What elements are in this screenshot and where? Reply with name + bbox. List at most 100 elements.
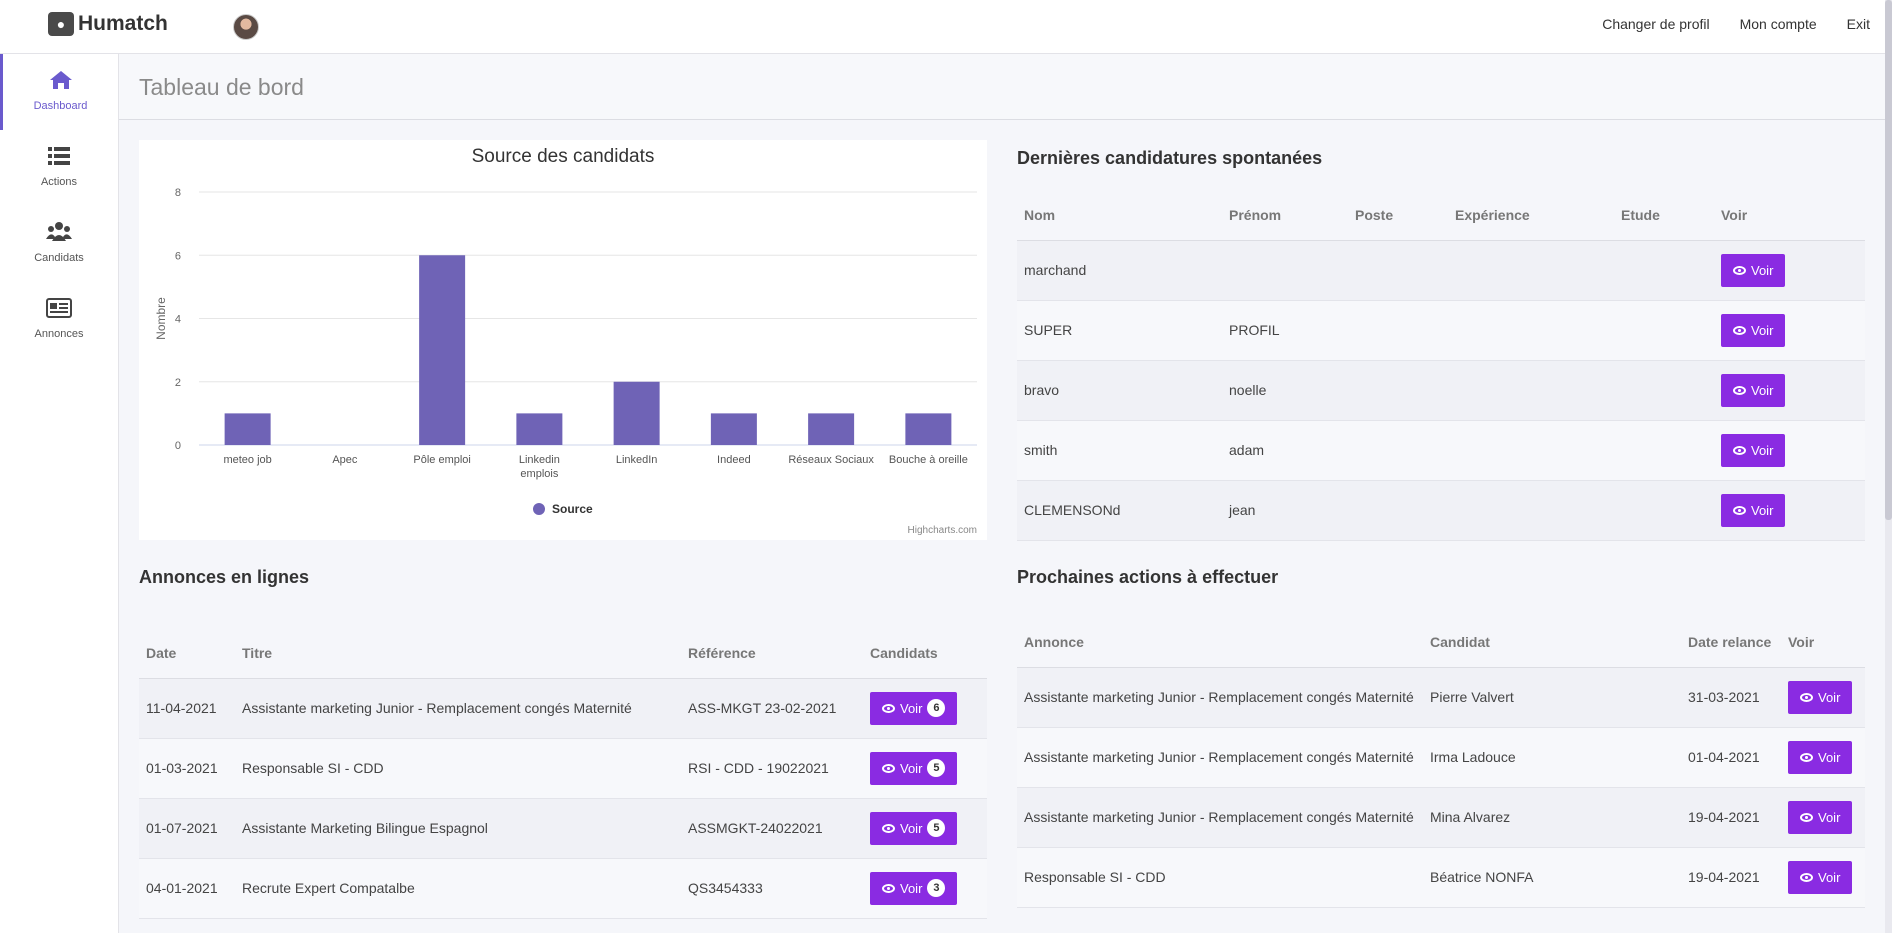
eye-icon <box>882 883 895 893</box>
chart-bar[interactable] <box>808 413 855 445</box>
cell-titre: Recrute Expert Compatalbe <box>235 858 681 919</box>
view-button[interactable]: Voir <box>1721 433 1786 467</box>
view-button-label: Voir <box>1818 869 1841 885</box>
col-date-relance[interactable]: Date relance <box>1681 617 1781 668</box>
chart-bar[interactable] <box>710 413 757 445</box>
ads-table: Date Titre Référence Candidats 11-04-202… <box>139 628 987 919</box>
cell-etude <box>1614 240 1714 301</box>
view-button[interactable]: Voir 5 <box>870 811 958 845</box>
eye-icon <box>882 763 895 773</box>
cell-candidat: Pierre Valvert <box>1423 667 1681 728</box>
cell-annonce: Assistante marketing Junior - Remplaceme… <box>1017 667 1423 728</box>
col-voir: Voir <box>1714 190 1865 241</box>
col-annonce[interactable]: Annonce <box>1017 617 1423 668</box>
view-button[interactable]: Voir <box>1721 313 1786 347</box>
cell-voir: Voir <box>1781 727 1865 788</box>
sidebar-item-actions[interactable]: Actions <box>0 130 118 206</box>
view-button[interactable]: Voir <box>1721 493 1786 527</box>
cell-reference: QS3454333 <box>681 858 863 919</box>
legend-marker[interactable] <box>533 503 545 515</box>
chart-bar[interactable] <box>905 413 952 445</box>
cell-reference: ASS-MKGT 23-02-2021 <box>681 678 863 739</box>
cell-nom: CLEMENSONd <box>1017 480 1222 541</box>
legend-label[interactable]: Source <box>552 502 593 516</box>
spontaneous-title: Dernières candidatures spontanées <box>1017 148 1323 168</box>
view-button-label: Voir <box>1751 502 1774 518</box>
ads-title: Annonces en lignes <box>139 567 310 587</box>
chart-credit[interactable]: Highcharts.com <box>907 525 977 536</box>
view-button[interactable]: Voir 3 <box>870 871 958 905</box>
eye-icon <box>1800 812 1813 822</box>
col-experience[interactable]: Expérience <box>1448 190 1614 241</box>
account-link[interactable]: Mon compte <box>1739 16 1817 32</box>
view-button[interactable]: Voir <box>1788 740 1853 774</box>
cell-nom: SUPER <box>1017 300 1222 361</box>
eye-icon <box>1733 445 1746 455</box>
view-button-label: Voir <box>1751 442 1774 458</box>
cell-experience <box>1448 480 1614 541</box>
col-prenom[interactable]: Prénom <box>1222 190 1348 241</box>
table-row: Assistante marketing Junior - Remplaceme… <box>1017 727 1865 788</box>
view-button[interactable]: Voir <box>1788 680 1853 714</box>
col-candidat[interactable]: Candidat <box>1423 617 1681 668</box>
sidebar-item-label: Annonces <box>34 328 84 340</box>
cell-candidats: Voir 6 <box>863 678 987 739</box>
cell-voir: Voir <box>1714 480 1865 541</box>
chart-bar[interactable] <box>516 413 563 445</box>
chart-bar[interactable] <box>613 381 660 445</box>
top-nav: Changer de profil Mon compte Exit <box>1602 16 1870 32</box>
table-row: Responsable SI - CDD Béatrice NONFA 19-04-… <box>1017 847 1865 908</box>
col-titre[interactable]: Titre <box>235 628 681 679</box>
table-row: Assistante marketing Junior - Remplaceme… <box>1017 787 1865 848</box>
avatar[interactable] <box>233 14 259 40</box>
cell-date-relance: 19-04-2021 <box>1681 787 1781 848</box>
table-row: smith adam Voir <box>1017 420 1865 481</box>
col-date[interactable]: Date <box>139 628 235 679</box>
col-reference[interactable]: Référence <box>681 628 863 679</box>
cell-date: 01-03-2021 <box>139 738 235 799</box>
col-nom[interactable]: Nom <box>1017 190 1222 241</box>
users-icon <box>46 222 72 241</box>
col-etude[interactable]: Etude <box>1614 190 1714 241</box>
table-row: 04-01-2021 Recrute Expert Compatalbe QS345… <box>139 858 987 919</box>
list-icon <box>48 147 70 165</box>
cell-voir: Voir <box>1714 420 1865 481</box>
cell-candidat: Mina Alvarez <box>1423 787 1681 848</box>
view-button[interactable]: Voir <box>1788 800 1853 834</box>
view-button[interactable]: Voir <box>1721 253 1786 287</box>
exit-link[interactable]: Exit <box>1846 16 1870 32</box>
view-button[interactable]: Voir <box>1788 860 1853 894</box>
sidebar-item-dashboard[interactable]: Dashboard <box>0 54 118 130</box>
table-row: 01-03-2021 Responsable SI - CDD RSI - CDD … <box>139 738 987 799</box>
x-tick-label: LinkedIn <box>616 454 658 466</box>
cell-experience <box>1448 360 1614 421</box>
table-header-row: Nom Prénom Poste Expérience Etude Voir <box>1017 190 1865 241</box>
eye-icon <box>882 823 895 833</box>
cell-date: 04-01-2021 <box>139 858 235 919</box>
table-row: Assistante marketing Junior - Remplaceme… <box>1017 667 1865 728</box>
col-poste[interactable]: Poste <box>1348 190 1448 241</box>
bar-chart: 0 2 4 6 8 Nombre meteo job Apec Pôle emploi Linke… <box>154 187 977 516</box>
change-profile-link[interactable]: Changer de profil <box>1602 16 1710 32</box>
view-button[interactable]: Voir <box>1721 373 1786 407</box>
cell-date: 01-07-2021 <box>139 798 235 859</box>
chart-bar[interactable] <box>419 255 466 445</box>
brand[interactable]: ● Humatch <box>48 12 168 36</box>
y-tick-label: 0 <box>175 440 181 452</box>
table-row: marchand Voir <box>1017 240 1865 301</box>
chart-bar[interactable] <box>224 413 271 445</box>
cell-titre: Assistante Marketing Bilingue Espagnol <box>235 798 681 859</box>
cell-etude <box>1614 480 1714 541</box>
eye-icon <box>1733 505 1746 515</box>
cell-annonce: Assistante marketing Junior - Remplaceme… <box>1017 787 1423 848</box>
scrollbar-thumb[interactable] <box>1885 0 1892 520</box>
sidebar-item-candidats[interactable]: Candidats <box>0 206 118 282</box>
cell-voir: Voir <box>1781 847 1865 908</box>
view-button[interactable]: Voir 6 <box>870 691 958 725</box>
sidebar-item-annonces[interactable]: Annonces <box>0 282 118 358</box>
col-candidats[interactable]: Candidats <box>863 628 987 679</box>
scrollbar[interactable] <box>1885 0 1892 933</box>
table-row: 01-07-2021 Assistante Marketing Bilingue … <box>139 798 987 859</box>
sidebar-item-label: Actions <box>40 176 78 188</box>
view-button[interactable]: Voir 5 <box>870 751 958 785</box>
